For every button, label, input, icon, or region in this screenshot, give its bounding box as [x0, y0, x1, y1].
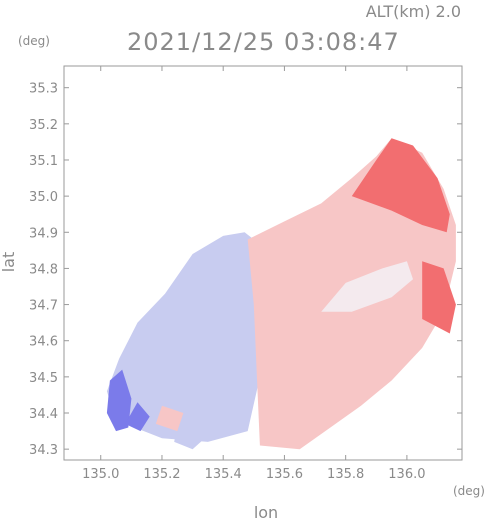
x-axis: 135.0 135.2 135.4 135.6 135.8 136.0 — [82, 66, 426, 482]
plot-frame — [63, 65, 463, 461]
velocity-region-2 — [125, 402, 150, 432]
x-tick-label: 135.6 — [266, 467, 303, 482]
data-field — [106, 138, 456, 450]
y-tick-label: 35.1 — [29, 154, 58, 169]
x-axis-label: lon — [254, 503, 278, 521]
y-tick-label: 34.7 — [29, 299, 58, 314]
y-tick-label: 34.3 — [29, 443, 58, 458]
x-tick-label: 135.2 — [143, 467, 180, 482]
x-unit-label: (deg) — [453, 484, 485, 498]
velocity-region-3 — [174, 420, 205, 450]
velocity-region-5 — [351, 138, 450, 233]
velocity-region-6 — [422, 261, 456, 334]
chart-title: 2021/12/25 03:08:47 — [127, 28, 400, 56]
y-unit-label: (deg) — [18, 34, 50, 48]
altitude-label: ALT(km) 2.0 — [366, 2, 461, 21]
y-tick-label: 35.3 — [29, 82, 58, 97]
y-tick-label: 34.5 — [29, 371, 58, 386]
y-tick-label: 34.9 — [29, 226, 58, 241]
y-tick-label: 34.4 — [29, 407, 58, 422]
velocity-region-1 — [106, 369, 132, 432]
y-axis: 34.3 34.4 34.5 34.6 34.7 34.8 34.9 35.0 35.1 35.2… — [29, 82, 462, 458]
velocity-region-0 — [106, 232, 260, 442]
x-tick-label: 136.0 — [388, 467, 425, 482]
y-tick-label: 34.8 — [29, 262, 58, 277]
y-tick-label: 35.2 — [29, 118, 58, 133]
x-tick-label: 135.0 — [82, 467, 119, 482]
velocity-region-8 — [321, 261, 413, 312]
x-tick-label: 135.4 — [205, 467, 242, 482]
x-tick-label: 135.8 — [327, 467, 364, 482]
y-tick-label: 34.6 — [29, 335, 58, 350]
y-tick-label: 35.0 — [29, 190, 58, 205]
y-axis-label: lat — [0, 252, 18, 273]
velocity-region-7 — [155, 405, 184, 432]
